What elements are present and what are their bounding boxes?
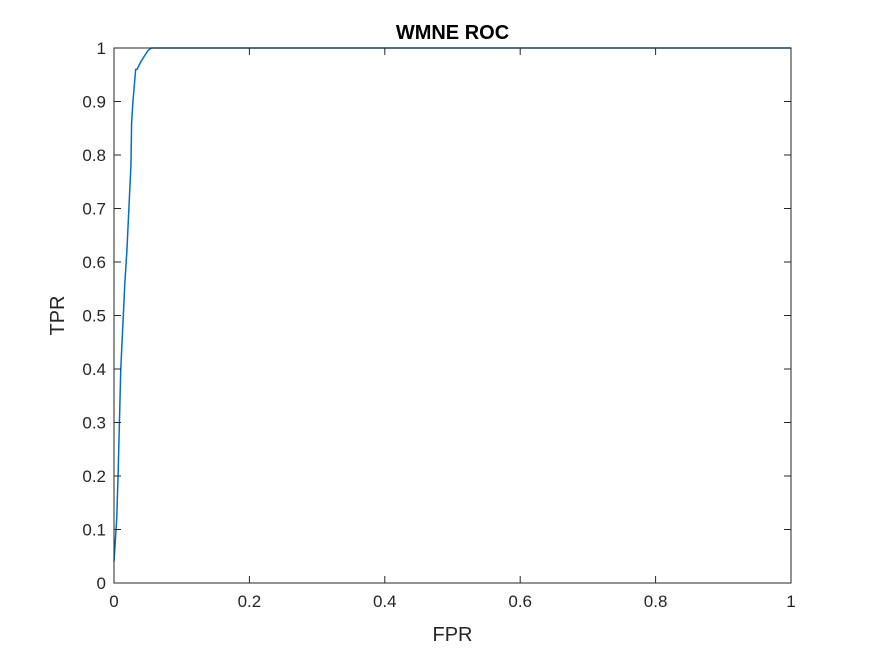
x-tick-label: 0 [109,592,118,611]
x-axis-label: FPR [433,624,473,646]
chart-title: WMNE ROC [396,22,509,44]
y-tick-label: 1 [97,39,106,58]
y-tick-label: 0 [97,574,106,593]
plot-area [114,48,791,583]
y-axis-label: TPR [47,296,69,336]
x-tick-label: 0.4 [373,592,397,611]
y-tick-label: 0.7 [82,200,106,219]
y-tick-label: 0.8 [82,146,106,165]
x-tick-label: 0.2 [238,592,262,611]
y-tick-label: 0.9 [82,93,106,112]
x-tick-label: 0.8 [644,592,668,611]
y-tick-label: 0.1 [82,521,106,540]
y-tick-label: 0.2 [82,467,106,486]
x-tick-label: 1 [786,592,795,611]
y-tick-label: 0.5 [82,307,106,326]
y-tick-label: 0.3 [82,414,106,433]
y-tick-label: 0.4 [82,360,106,379]
x-tick-label: 0.6 [508,592,532,611]
ticks-layer: 0 0.2 0.4 0.6 0.8 1 0 0.1 0.2 0.3 0.4 0.5 0.6 0.7 0.8 0… [82,39,795,611]
y-tick-label: 0.6 [82,253,106,272]
